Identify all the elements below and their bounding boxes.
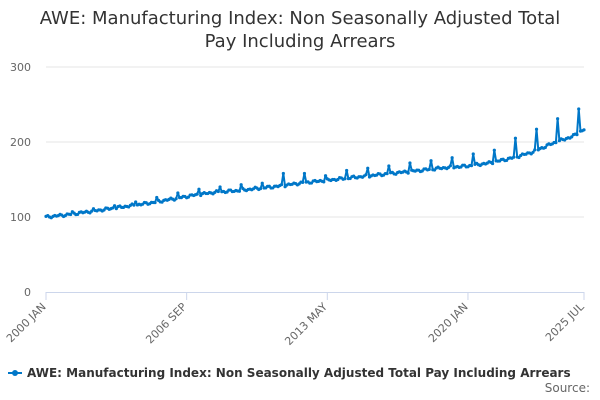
data-point[interactable] (112, 204, 117, 208)
data-point[interactable] (366, 166, 370, 170)
data-point[interactable] (513, 136, 518, 140)
data-point[interactable] (492, 148, 496, 152)
x-tick-label: 2013 MAY (282, 300, 330, 348)
data-point[interactable] (385, 172, 389, 176)
data-point[interactable] (323, 174, 328, 178)
y-tick-label: 100 (10, 211, 31, 224)
data-point[interactable] (216, 189, 220, 194)
data-point[interactable] (195, 192, 199, 196)
data-point[interactable] (490, 161, 495, 166)
data-point[interactable] (218, 185, 222, 189)
data-point[interactable] (471, 152, 475, 156)
data-point[interactable] (556, 117, 560, 121)
data-point[interactable] (429, 159, 433, 163)
x-tick-label: 2025 JUL (543, 300, 587, 344)
x-tick-label: 2000 JAN (4, 300, 49, 345)
data-point[interactable] (258, 187, 263, 191)
gridlines (46, 66, 584, 218)
legend[interactable]: AWE: Manufacturing Index: Non Seasonally… (8, 366, 571, 380)
data-point[interactable] (134, 200, 138, 204)
data-point[interactable] (174, 197, 178, 201)
y-tick-label: 0 (24, 286, 31, 299)
data-point[interactable] (281, 171, 285, 176)
data-point[interactable] (197, 187, 201, 191)
data-point[interactable] (343, 177, 347, 181)
chart-title-line-1: AWE: Manufacturing Index: Non Seasonally… (40, 8, 561, 29)
data-point[interactable] (448, 164, 452, 168)
data-point[interactable] (577, 107, 581, 111)
data-point[interactable] (301, 180, 305, 184)
data-point[interactable] (450, 156, 454, 160)
data-point[interactable] (408, 161, 412, 165)
source-label: Source: (545, 381, 590, 395)
legend-label[interactable]: AWE: Manufacturing Index: Non Seasonally… (27, 366, 571, 380)
series-line[interactable] (45, 108, 585, 219)
legend-marker-symbol (12, 370, 18, 376)
y-axis-ticks: 0 100 200 300 (10, 61, 31, 299)
data-point[interactable] (427, 167, 431, 171)
chart-title-line-2: Pay Including Arrears (205, 31, 396, 52)
data-point[interactable] (155, 195, 159, 200)
data-point[interactable] (302, 171, 307, 176)
data-point[interactable] (90, 209, 94, 213)
data-point[interactable] (543, 145, 547, 150)
data-point[interactable] (111, 206, 115, 210)
data-point[interactable] (239, 183, 243, 187)
data-point[interactable] (69, 212, 73, 217)
data-point[interactable] (406, 171, 410, 175)
data-point[interactable] (582, 128, 586, 132)
data-point[interactable] (322, 180, 326, 184)
data-point[interactable] (531, 150, 535, 154)
data-point[interactable] (237, 189, 241, 193)
data-point[interactable] (260, 181, 264, 185)
y-tick-label: 200 (10, 136, 31, 149)
data-point[interactable] (387, 164, 391, 168)
data-point[interactable] (575, 133, 579, 137)
x-tick-label: 2020 JAN (426, 300, 471, 345)
series-group (44, 107, 586, 220)
data-point[interactable] (176, 191, 180, 195)
data-point[interactable] (512, 155, 516, 159)
data-point[interactable] (570, 135, 574, 139)
y-tick-label: 300 (10, 61, 31, 74)
data-point[interactable] (153, 200, 157, 205)
data-point[interactable] (554, 141, 558, 145)
data-point[interactable] (279, 183, 284, 187)
data-point[interactable] (534, 127, 539, 131)
x-axis-ticks: 2000 JAN 2006 SEP 2013 MAY 2020 JAN 2025 JUL (4, 292, 587, 348)
data-point[interactable] (345, 168, 349, 173)
data-point[interactable] (469, 164, 474, 168)
data-point[interactable] (364, 173, 368, 177)
x-tick-label: 2006 SEP (143, 300, 189, 346)
data-point[interactable] (132, 203, 136, 207)
data-point[interactable] (533, 148, 537, 152)
